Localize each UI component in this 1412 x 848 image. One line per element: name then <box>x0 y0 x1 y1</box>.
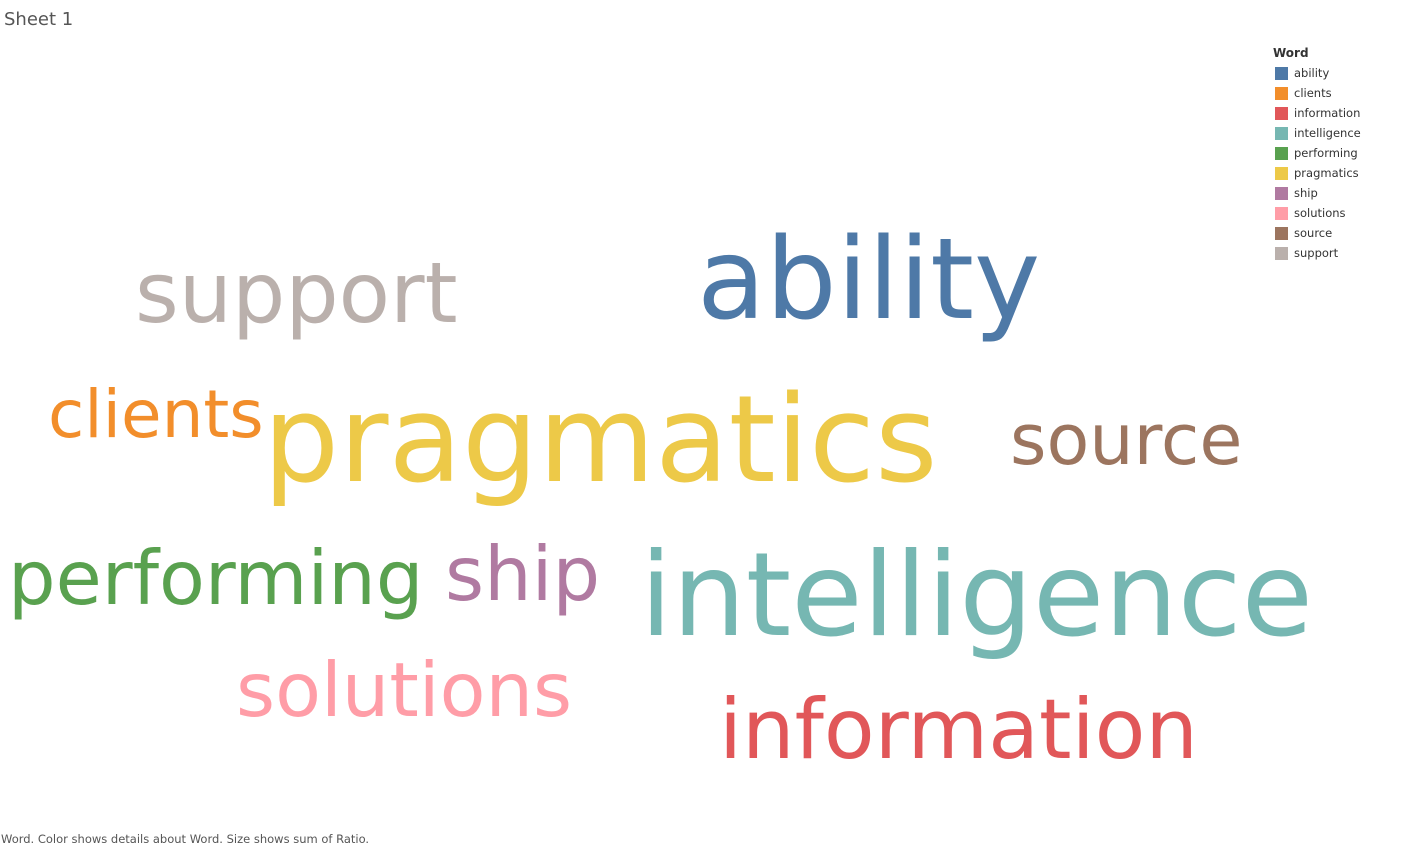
legend-label: information <box>1294 106 1361 120</box>
legend-swatch <box>1275 146 1288 160</box>
legend-item-performing[interactable]: performing <box>1273 143 1403 163</box>
legend-label: intelligence <box>1294 126 1361 140</box>
sheet-title: Sheet 1 <box>4 9 74 30</box>
chart-caption: Word. Color shows details about Word. Si… <box>1 832 370 846</box>
word-performing[interactable]: performing <box>8 534 423 622</box>
legend-label: ship <box>1294 186 1318 200</box>
legend-swatch <box>1275 246 1288 260</box>
legend-swatch <box>1275 126 1288 140</box>
legend-item-support[interactable]: support <box>1273 243 1403 263</box>
word-ship[interactable]: ship <box>445 530 600 618</box>
word-ability[interactable]: ability <box>697 215 1040 345</box>
legend-label: source <box>1294 226 1333 240</box>
legend-swatch <box>1275 86 1288 100</box>
legend-item-source[interactable]: source <box>1273 223 1403 243</box>
word-source[interactable]: source <box>1010 399 1242 481</box>
legend-item-ship[interactable]: ship <box>1273 183 1403 203</box>
legend-label: clients <box>1294 86 1332 100</box>
legend-item-intelligence[interactable]: intelligence <box>1273 123 1403 143</box>
legend-title: Word <box>1273 46 1309 60</box>
word-solutions[interactable]: solutions <box>236 646 572 734</box>
legend-swatch <box>1275 186 1288 200</box>
word-clients[interactable]: clients <box>48 376 264 453</box>
legend-label: performing <box>1294 146 1358 160</box>
legend-item-clients[interactable]: clients <box>1273 83 1403 103</box>
legend-swatch <box>1275 106 1288 120</box>
word-support[interactable]: support <box>135 244 458 342</box>
legend-items: ability clients information intelligence per… <box>1273 63 1403 263</box>
legend-label: solutions <box>1294 206 1346 220</box>
word-intelligence[interactable]: intelligence <box>640 528 1313 663</box>
legend-swatch <box>1275 206 1288 220</box>
legend-label: pragmatics <box>1294 166 1359 180</box>
legend-label: ability <box>1294 66 1330 80</box>
legend-swatch <box>1275 66 1288 80</box>
legend-label: support <box>1294 246 1339 260</box>
legend-swatch <box>1275 166 1288 180</box>
word-pragmatics[interactable]: pragmatics <box>263 371 938 510</box>
legend-item-solutions[interactable]: solutions <box>1273 203 1403 223</box>
color-legend: Word ability clients information intelligen… <box>1273 46 1403 263</box>
legend-item-information[interactable]: information <box>1273 103 1403 123</box>
legend-item-ability[interactable]: ability <box>1273 63 1403 83</box>
legend-item-pragmatics[interactable]: pragmatics <box>1273 163 1403 183</box>
word-information[interactable]: information <box>719 681 1198 778</box>
legend-swatch <box>1275 226 1288 240</box>
